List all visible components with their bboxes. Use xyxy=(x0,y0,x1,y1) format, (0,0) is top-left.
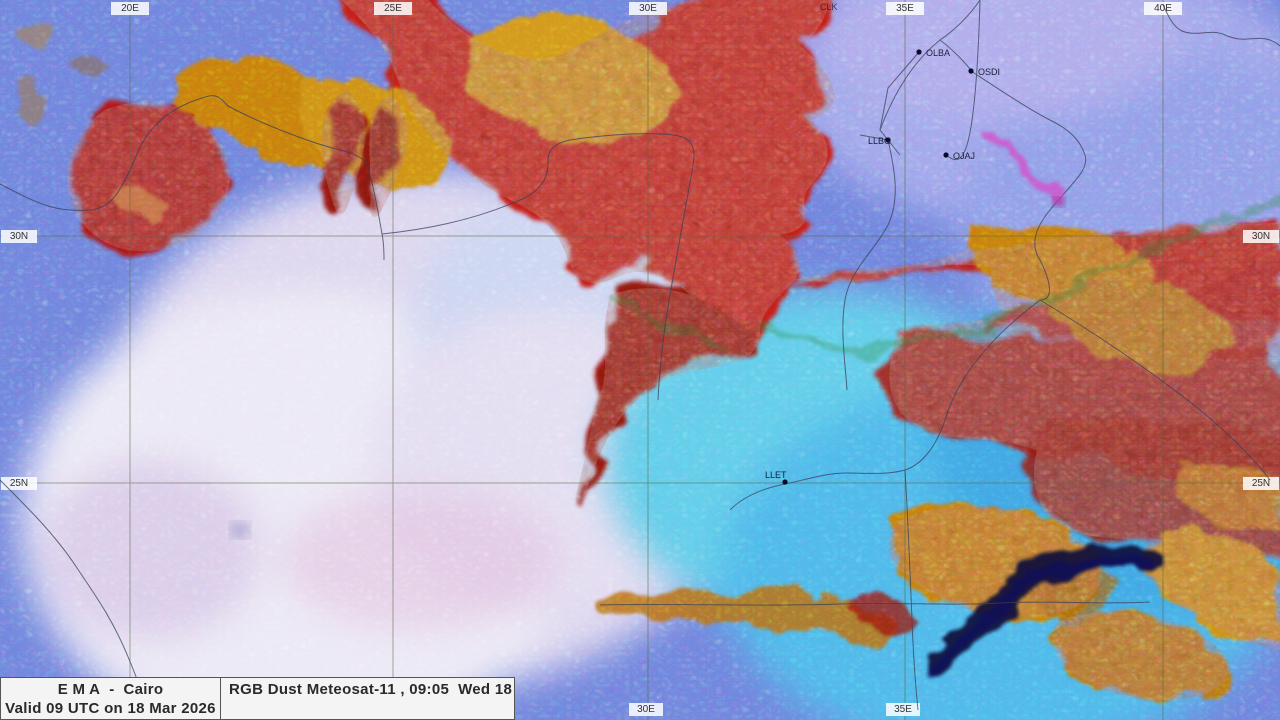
svg-text:OSDI: OSDI xyxy=(978,67,1000,77)
svg-text:OJAJ: OJAJ xyxy=(953,151,975,161)
svg-text:20E: 20E xyxy=(121,3,139,14)
svg-text:CLK: CLK xyxy=(820,2,838,12)
svg-text:LLET: LLET xyxy=(765,470,787,480)
svg-text:30E: 30E xyxy=(637,704,655,715)
svg-text:35E: 35E xyxy=(894,704,912,715)
svg-text:30N: 30N xyxy=(10,231,28,242)
svg-text:30E: 30E xyxy=(639,3,657,14)
svg-text:35E: 35E xyxy=(896,3,914,14)
svg-text:40E: 40E xyxy=(1154,3,1172,14)
svg-text:25E: 25E xyxy=(384,3,402,14)
svg-text:30N: 30N xyxy=(1252,231,1270,242)
svg-text:25N: 25N xyxy=(1252,478,1270,489)
svg-text:LLBG: LLBG xyxy=(868,136,891,146)
svg-text:25N: 25N xyxy=(10,478,28,489)
svg-text:OLBA: OLBA xyxy=(926,48,950,58)
